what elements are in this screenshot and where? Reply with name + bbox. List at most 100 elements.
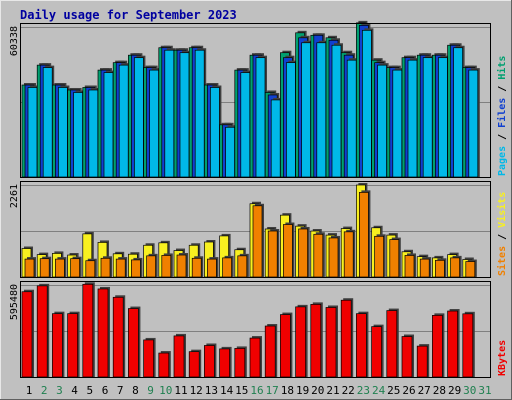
bar-kbytes-5 [82, 283, 94, 378]
panel-max-label: 60338 [9, 26, 20, 56]
legend-hits: Hits [496, 56, 508, 80]
x-tick-label-23: 23 [357, 384, 370, 397]
x-tick-label-30: 30 [463, 384, 476, 397]
x-tick-label-1: 1 [26, 384, 33, 397]
bar-pages-7 [118, 64, 129, 178]
x-axis-labels: 1 2 3 4 5 6 7 8 9 10 11 12 13 14 15 16 17 18 19 20 21 22 23 24 2… [26, 384, 492, 397]
x-tick-label-31: 31 [478, 384, 491, 397]
x-tick-label-8: 8 [132, 384, 139, 397]
panel-legend: KBytes [497, 340, 508, 376]
bar-sites-11 [176, 254, 187, 278]
bar-sites-17 [267, 230, 278, 278]
bar-kbytes-7 [112, 296, 124, 378]
bar-kbytes-12 [188, 351, 200, 378]
bar-sites-12 [191, 257, 202, 278]
bar-pages-12 [194, 49, 205, 178]
bar-sites-1 [24, 258, 35, 278]
bar-kbytes-20 [310, 304, 322, 378]
bar-sites-22 [343, 231, 354, 278]
bar-kbytes-14 [219, 348, 230, 378]
bar-kbytes-29 [447, 310, 458, 378]
x-tick-label-27: 27 [418, 384, 431, 397]
x-tick-label-17: 17 [266, 384, 279, 397]
x-tick-label-18: 18 [281, 384, 294, 397]
bar-pages-9 [149, 69, 159, 178]
bar-sites-6 [100, 257, 111, 278]
bar-kbytes-27 [416, 345, 428, 378]
bar-kbytes-3 [52, 313, 63, 378]
bar-sites-2 [39, 258, 50, 278]
bar-sites-3 [55, 258, 65, 278]
bar-pages-11 [179, 52, 190, 178]
panel-3: 595480 KBytes [9, 281, 508, 378]
bar-kbytes-18 [280, 314, 291, 378]
x-tick-label-25: 25 [387, 384, 400, 397]
x-tick-label-6: 6 [102, 384, 109, 397]
bar-pages-19 [301, 42, 311, 178]
bar-pages-2 [42, 67, 53, 178]
bar-sites-5 [85, 260, 96, 278]
bar-pages-21 [331, 44, 342, 178]
bar-kbytes-17 [264, 325, 276, 378]
bar-kbytes-23 [356, 313, 367, 378]
bar-pages-17 [270, 99, 281, 178]
panel-frame [20, 281, 491, 378]
x-tick-label-3: 3 [56, 384, 63, 397]
bar-kbytes-19 [295, 306, 306, 378]
bar-sites-13 [207, 258, 217, 278]
bar-pages-15 [240, 72, 251, 178]
bar-sites-27 [419, 258, 430, 278]
bar-kbytes-9 [143, 339, 154, 378]
bar-pages-6 [103, 72, 114, 178]
bar-kbytes-22 [340, 299, 352, 378]
bar-kbytes-16 [249, 337, 261, 378]
bar-pages-1 [27, 87, 38, 178]
bar-kbytes-10 [158, 352, 170, 378]
bar-sites-9 [146, 255, 156, 278]
panel-2: 2261 Sites / Visits [9, 181, 508, 278]
panel-max-label: 2261 [9, 184, 20, 208]
bar-kbytes-21 [325, 307, 337, 378]
panel-1: 60338 Pages / Files / Hits [9, 20, 508, 178]
bar-sites-8 [131, 259, 141, 278]
bar-pages-18 [286, 62, 296, 178]
legend-separator: / [497, 228, 508, 246]
bar-sites-24 [374, 235, 384, 278]
bar-kbytes-30 [462, 313, 474, 378]
x-tick-label-22: 22 [342, 384, 355, 397]
bar-pages-27 [422, 57, 433, 178]
x-tick-label-28: 28 [433, 384, 446, 397]
bar-kbytes-15 [234, 348, 246, 378]
bar-kbytes-6 [97, 288, 109, 378]
bar-pages-20 [316, 42, 327, 178]
bar-pages-5 [88, 89, 99, 178]
panel-max-label: 595480 [9, 284, 20, 320]
legend-pages: Pages [497, 146, 508, 176]
bar-sites-30 [465, 261, 476, 278]
x-tick-label-11: 11 [174, 384, 187, 397]
bar-sites-21 [328, 237, 339, 278]
bar-kbytes-2 [36, 285, 48, 378]
x-tick-label-5: 5 [86, 384, 93, 397]
x-tick-label-4: 4 [71, 384, 78, 397]
panel-legend: Sites / Visits [496, 192, 508, 276]
bar-pages-30 [468, 69, 479, 178]
bar-kbytes-8 [128, 308, 139, 378]
bar-pages-13 [210, 87, 220, 178]
legend-files: Files [496, 98, 508, 128]
legend-separator: / [497, 128, 508, 146]
x-tick-label-24: 24 [372, 384, 386, 397]
bar-kbytes-4 [67, 313, 78, 378]
x-tick-label-7: 7 [117, 384, 124, 397]
bar-pages-24 [377, 64, 387, 178]
bar-sites-4 [70, 258, 80, 278]
x-tick-label-19: 19 [296, 384, 309, 397]
bar-pages-26 [407, 59, 418, 178]
bar-sites-7 [115, 258, 126, 278]
x-tick-label-21: 21 [326, 384, 339, 397]
bar-sites-23 [359, 192, 369, 278]
x-tick-label-2: 2 [41, 384, 48, 397]
chart-panels: 60338 Pages / Files / Hits 2261 Sites / Vis… [9, 20, 508, 378]
bar-pages-29 [453, 47, 463, 178]
